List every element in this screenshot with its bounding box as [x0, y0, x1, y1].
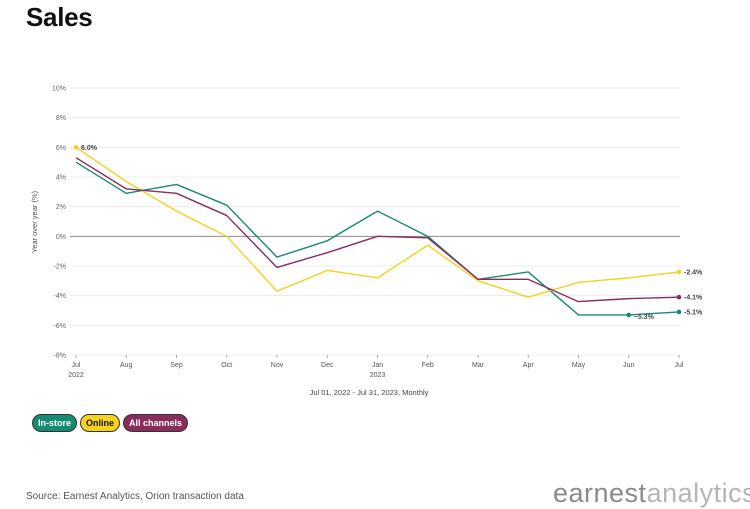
x-tick-label: Apr — [523, 362, 535, 369]
x-year-label: 2023 — [370, 372, 386, 379]
start-point-online — [73, 145, 79, 150]
end-point-all-channels — [676, 294, 682, 300]
x-year-label: 2022 — [68, 372, 84, 379]
x-tick-label: Jan — [372, 362, 383, 369]
brand-part-2: analytics — [646, 478, 750, 508]
end-label-in-store: -5.1% — [684, 309, 703, 316]
y-tick-label: 0% — [56, 234, 66, 241]
brand-logo: earnestanalytics — [553, 478, 750, 509]
x-tick-label: Sep — [170, 362, 183, 369]
legend-in-store[interactable]: In-store — [32, 414, 78, 432]
series-line-online — [75, 146, 680, 298]
y-tick-label: 8% — [56, 115, 66, 122]
y-axis-label: Year over year (%) — [30, 190, 39, 253]
x-tick-label: Dec — [321, 362, 334, 369]
end-label-all-channels: -4.1% — [684, 295, 703, 302]
brand-part-1: earnest — [553, 478, 647, 508]
marker-label-in-store: −5.3% — [634, 314, 655, 321]
marker-point-in-store — [626, 312, 632, 318]
legend: In-store Online All channels — [32, 414, 189, 432]
legend-online[interactable]: Online — [80, 414, 121, 432]
x-tick-label: Jul — [675, 362, 684, 369]
source-note: Source: Earnest Analytics, Orion transac… — [26, 491, 244, 502]
y-tick-label: -8% — [54, 353, 66, 360]
date-range-subtitle: Jul 01, 2022 - Jul 31, 2023, Monthly — [310, 388, 429, 397]
series-line-all-channels — [75, 157, 680, 303]
data-labels: -5.1% −5.3% -2.4% 6.0% -4.1% — [73, 145, 703, 321]
end-point-in-store — [676, 309, 682, 315]
gridlines — [70, 87, 680, 356]
x-tick-label: Jun — [623, 362, 634, 369]
x-tick-label: Nov — [271, 362, 284, 369]
x-tick-label: Jul — [72, 362, 81, 369]
y-tick-label: -2% — [54, 264, 66, 271]
series-lines — [75, 146, 680, 316]
x-axis-ticks: Jul 2022 Aug Sep Oct Nov Dec Jan 2023 Feb Mar Apr Ma… — [68, 355, 684, 379]
y-tick-label: -6% — [54, 323, 66, 330]
y-tick-label: 4% — [56, 175, 66, 182]
y-tick-label: -4% — [54, 293, 66, 300]
series-line-in-store — [75, 161, 680, 316]
x-tick-label: Mar — [472, 362, 485, 369]
y-tick-label: 2% — [56, 204, 66, 211]
y-tick-label: 6% — [56, 145, 66, 152]
x-tick-label: May — [572, 362, 586, 369]
x-tick-label: Aug — [120, 362, 133, 369]
end-label-online: -2.4% — [684, 269, 703, 276]
y-tick-label: 10% — [52, 86, 66, 93]
x-tick-label: Feb — [422, 362, 434, 369]
legend-all-channels[interactable]: All channels — [123, 414, 189, 432]
chart-title: Sales — [26, 2, 93, 32]
end-point-online — [676, 269, 682, 275]
y-axis-ticks: -8% -6% -4% -2% 0% 2% 4% 6% 8% 10% — [52, 86, 66, 360]
x-tick-label: Oct — [221, 362, 232, 369]
start-label-online: 6.0% — [81, 145, 98, 152]
